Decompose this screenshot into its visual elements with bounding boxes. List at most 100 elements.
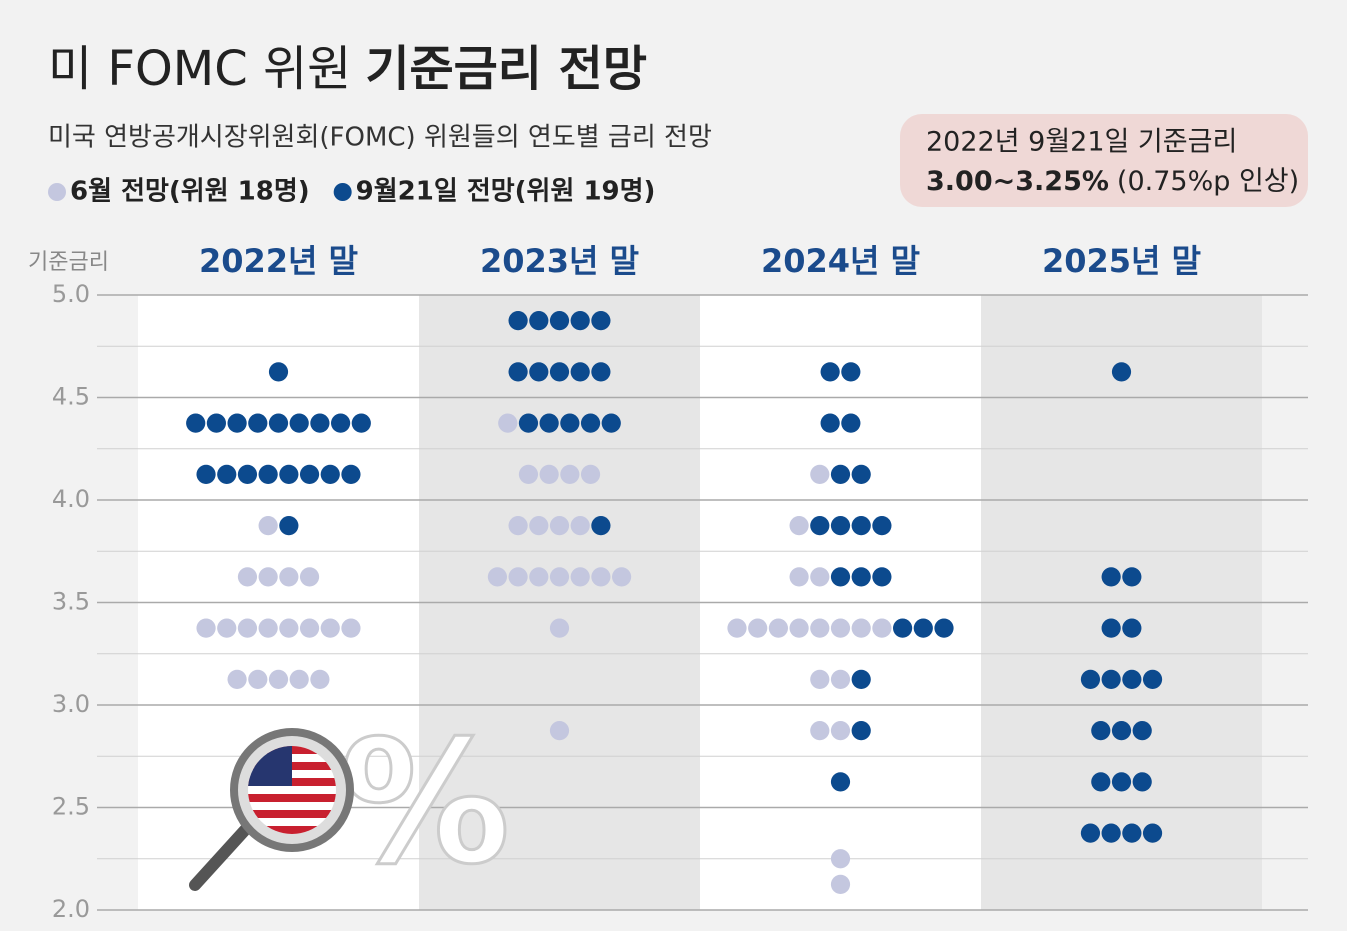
dot xyxy=(872,516,892,536)
dot xyxy=(591,567,611,587)
dot xyxy=(1122,823,1142,843)
dot xyxy=(248,669,268,689)
dot xyxy=(1101,567,1121,587)
legend-marker xyxy=(333,183,352,201)
dot xyxy=(549,362,570,382)
dot xyxy=(851,516,871,536)
column-label: 2024년 말 xyxy=(761,242,920,280)
dot xyxy=(830,516,851,536)
dot xyxy=(789,516,809,536)
magnifier-handle xyxy=(189,824,251,891)
dot xyxy=(810,618,830,638)
legend: 6월 전망(위원 18명) 9월21일 전망(위원 19명) xyxy=(48,177,655,207)
dot xyxy=(830,464,851,484)
callout-box xyxy=(900,114,1308,207)
dot xyxy=(289,669,309,689)
dot xyxy=(289,413,309,433)
dot xyxy=(851,721,871,741)
dot xyxy=(830,721,851,741)
dot xyxy=(830,618,851,638)
dot xyxy=(1142,669,1163,689)
dot xyxy=(810,516,830,536)
dot xyxy=(341,618,361,638)
dot xyxy=(268,413,289,433)
dot xyxy=(1122,567,1142,587)
dot xyxy=(237,618,258,638)
dot xyxy=(820,362,840,382)
dot xyxy=(237,464,258,484)
percent-glyph: % xyxy=(340,704,510,902)
dot xyxy=(1091,772,1111,792)
dot xyxy=(508,362,528,382)
y-tick-label: 4.5 xyxy=(52,383,90,411)
dot xyxy=(820,413,840,433)
dot xyxy=(1122,618,1142,638)
dot xyxy=(810,464,830,484)
column-label: 2022년 말 xyxy=(199,242,358,280)
dot xyxy=(830,772,851,792)
dot xyxy=(320,618,340,638)
dot xyxy=(591,311,611,331)
dot xyxy=(612,567,632,587)
dot xyxy=(529,567,549,587)
dot xyxy=(279,618,299,638)
callout-line: 2022년 9월21일 기준금리 xyxy=(926,127,1237,158)
dot xyxy=(1142,823,1163,843)
dot xyxy=(841,413,861,433)
callout-rate: 3.00~3.25% xyxy=(926,166,1109,197)
legend-marker xyxy=(48,183,66,201)
dot xyxy=(487,567,507,587)
y-tick-label: 2.5 xyxy=(52,793,90,821)
dot xyxy=(1132,721,1152,741)
dot xyxy=(570,516,590,536)
dot xyxy=(279,516,299,536)
dot xyxy=(727,618,747,638)
dot xyxy=(872,567,892,587)
dot xyxy=(1111,362,1132,382)
y-tick-label: 2.0 xyxy=(52,895,90,923)
dot xyxy=(768,618,789,638)
dot xyxy=(789,618,809,638)
dot xyxy=(258,516,278,536)
dot xyxy=(591,516,611,536)
dot xyxy=(196,464,216,484)
y-tick-label: 3.5 xyxy=(52,588,90,616)
dot xyxy=(237,567,258,587)
dot xyxy=(299,618,320,638)
dot xyxy=(810,721,830,741)
dot xyxy=(258,464,278,484)
dot xyxy=(1080,823,1101,843)
dot xyxy=(279,567,299,587)
dot xyxy=(196,618,216,638)
dot xyxy=(529,311,549,331)
dot xyxy=(508,311,528,331)
subtitle: 미국 연방공개시장위원회(FOMC) 위원들의 연도별 금리 전망 xyxy=(48,123,712,153)
dot xyxy=(810,567,830,587)
column-label: 2025년 말 xyxy=(1042,242,1201,280)
dot xyxy=(529,516,549,536)
dot xyxy=(851,567,871,587)
dot xyxy=(830,567,851,587)
dot xyxy=(1111,772,1132,792)
dot xyxy=(560,413,580,433)
dot xyxy=(248,413,268,433)
dot xyxy=(268,362,289,382)
title-emphasis: 기준금리 전망 xyxy=(365,41,647,97)
dot xyxy=(529,362,549,382)
dot xyxy=(549,516,570,536)
dot xyxy=(789,567,809,587)
dot xyxy=(810,669,830,689)
dot xyxy=(258,618,278,638)
dot xyxy=(1101,618,1121,638)
y-tick-label: 3.0 xyxy=(52,690,90,718)
dot xyxy=(893,618,913,638)
dot xyxy=(186,413,206,433)
dot xyxy=(351,413,371,433)
dot xyxy=(1101,823,1121,843)
dot xyxy=(841,362,861,382)
dot xyxy=(580,413,601,433)
callout-note: (0.75%p 인상) xyxy=(1117,166,1299,197)
dot xyxy=(1122,669,1142,689)
